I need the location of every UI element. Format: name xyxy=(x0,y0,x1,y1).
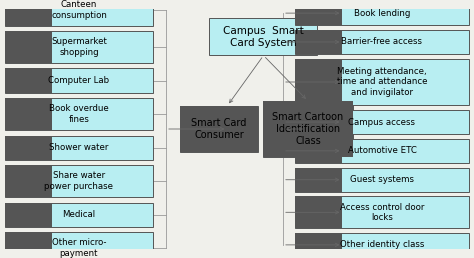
FancyBboxPatch shape xyxy=(295,233,342,257)
Text: Shower water: Shower water xyxy=(49,143,109,152)
FancyBboxPatch shape xyxy=(5,232,153,258)
FancyBboxPatch shape xyxy=(5,31,53,63)
Text: Campus  Smart
Card System: Campus Smart Card System xyxy=(223,26,304,48)
FancyBboxPatch shape xyxy=(210,106,258,152)
FancyBboxPatch shape xyxy=(295,197,469,228)
FancyBboxPatch shape xyxy=(210,18,318,55)
FancyBboxPatch shape xyxy=(5,69,53,93)
FancyBboxPatch shape xyxy=(5,31,153,63)
FancyBboxPatch shape xyxy=(295,168,469,192)
Text: Other micro-
payment: Other micro- payment xyxy=(52,238,106,258)
FancyBboxPatch shape xyxy=(5,0,53,26)
FancyBboxPatch shape xyxy=(5,203,153,227)
Text: Guest systems: Guest systems xyxy=(350,175,414,184)
FancyBboxPatch shape xyxy=(263,101,353,157)
FancyBboxPatch shape xyxy=(295,1,342,25)
FancyBboxPatch shape xyxy=(5,98,153,130)
FancyBboxPatch shape xyxy=(295,110,342,134)
FancyBboxPatch shape xyxy=(5,203,53,227)
Text: Medical: Medical xyxy=(63,210,96,219)
FancyBboxPatch shape xyxy=(180,106,258,152)
Text: Smart Card
Consumer: Smart Card Consumer xyxy=(191,118,246,140)
FancyBboxPatch shape xyxy=(5,165,53,197)
Text: Meeting attendance,
time and attendance
and invigilator: Meeting attendance, time and attendance … xyxy=(337,67,427,97)
FancyBboxPatch shape xyxy=(5,135,53,160)
FancyBboxPatch shape xyxy=(295,30,469,54)
Text: Barrier-free access: Barrier-free access xyxy=(341,37,422,46)
Text: Campus access: Campus access xyxy=(348,118,416,126)
FancyBboxPatch shape xyxy=(5,69,153,93)
FancyBboxPatch shape xyxy=(5,165,153,197)
FancyBboxPatch shape xyxy=(295,59,469,105)
FancyBboxPatch shape xyxy=(295,168,342,192)
FancyBboxPatch shape xyxy=(5,0,153,26)
Text: Book overdue
fines: Book overdue fines xyxy=(49,104,109,124)
FancyBboxPatch shape xyxy=(295,197,342,228)
FancyBboxPatch shape xyxy=(295,110,469,134)
FancyBboxPatch shape xyxy=(180,106,228,152)
FancyBboxPatch shape xyxy=(295,59,342,105)
FancyBboxPatch shape xyxy=(295,233,469,257)
FancyBboxPatch shape xyxy=(5,135,153,160)
FancyBboxPatch shape xyxy=(295,139,342,163)
Text: Access control door
locks: Access control door locks xyxy=(340,203,424,222)
Text: Automotive ETC: Automotive ETC xyxy=(347,146,417,155)
FancyBboxPatch shape xyxy=(5,232,53,258)
Text: Book lending: Book lending xyxy=(354,9,410,18)
Text: Supermarket
shopping: Supermarket shopping xyxy=(51,37,107,57)
FancyBboxPatch shape xyxy=(263,101,310,157)
FancyBboxPatch shape xyxy=(306,101,353,157)
Text: Share water
power purchase: Share water power purchase xyxy=(45,171,113,191)
FancyBboxPatch shape xyxy=(5,98,53,130)
Text: Other identity class: Other identity class xyxy=(340,240,424,249)
FancyBboxPatch shape xyxy=(295,139,469,163)
Text: Canteen
consumption: Canteen consumption xyxy=(51,0,107,20)
Text: Computer Lab: Computer Lab xyxy=(48,76,109,85)
FancyBboxPatch shape xyxy=(295,30,342,54)
Text: Smart Cartoon
Identification
Class: Smart Cartoon Identification Class xyxy=(273,112,344,146)
FancyBboxPatch shape xyxy=(295,1,469,25)
